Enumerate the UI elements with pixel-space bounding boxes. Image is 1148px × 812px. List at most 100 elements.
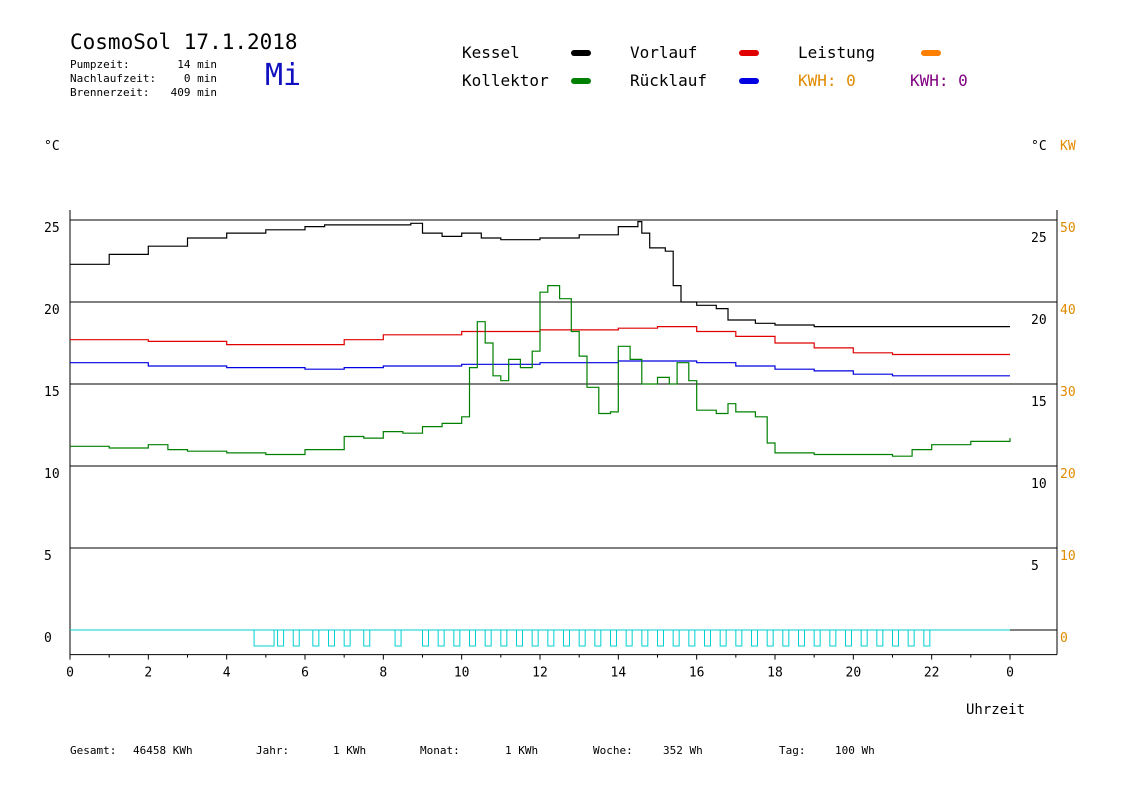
x-tick-label: 8 bbox=[379, 666, 387, 681]
pump-pulse bbox=[672, 629, 680, 647]
pump-pulse bbox=[610, 629, 617, 647]
pump-pulse bbox=[907, 629, 915, 647]
right-y-tick-label: 20 bbox=[1031, 313, 1047, 328]
pump-pulse bbox=[578, 629, 586, 647]
pump-pulse bbox=[594, 629, 602, 647]
x-tick-label: 18 bbox=[767, 666, 783, 681]
x-tick-label: 0 bbox=[1006, 666, 1014, 681]
pump-pulse bbox=[829, 629, 837, 647]
right-y-tick-label: 5 bbox=[1031, 559, 1039, 574]
footer-tag-label: Tag: bbox=[779, 744, 806, 757]
left-unit: °C bbox=[44, 139, 60, 154]
pump-pulse bbox=[394, 629, 402, 647]
series-line-kessel bbox=[70, 221, 1010, 328]
pump-pulse bbox=[813, 629, 821, 647]
nachlaufzeit-value: 0 min bbox=[183, 72, 217, 85]
chart-title: CosmoSol 17.1.2018 bbox=[70, 30, 298, 54]
kw-tick-label: 30 bbox=[1060, 385, 1076, 400]
y-tick-label: 15 bbox=[44, 385, 60, 400]
x-tick-label: 0 bbox=[66, 666, 74, 681]
right-kw-unit: KW bbox=[1060, 139, 1076, 154]
pump-pulse bbox=[751, 629, 758, 647]
legend-kessel-swatch bbox=[571, 50, 591, 56]
pump-pulse bbox=[343, 629, 351, 647]
pump-pulse bbox=[500, 629, 508, 647]
brennerzeit-label: Brennerzeit: bbox=[70, 86, 150, 99]
pump-pulse bbox=[845, 629, 852, 647]
pump-pulse bbox=[563, 629, 570, 647]
pump-pulse bbox=[719, 629, 727, 647]
legend-vorlauf-label: Vorlauf bbox=[630, 43, 698, 62]
y-tick-label: 10 bbox=[44, 467, 60, 482]
x-tick-label: 4 bbox=[223, 666, 231, 681]
legend-kollektor-swatch bbox=[571, 78, 591, 84]
pump-pulse bbox=[547, 629, 555, 647]
pumpzeit-label: Pumpzeit: bbox=[70, 58, 130, 71]
pump-pulse bbox=[516, 629, 523, 647]
kw-tick-label: 10 bbox=[1060, 549, 1076, 564]
pump-pulse bbox=[735, 629, 743, 647]
x-tick-label: 2 bbox=[144, 666, 152, 681]
footer-gesamt-value: 46458 KWh bbox=[133, 744, 193, 757]
pump-pulse bbox=[657, 629, 664, 647]
pump-pulse bbox=[312, 629, 320, 647]
pump-pulse bbox=[860, 629, 868, 647]
footer-jahr-label: Jahr: bbox=[256, 744, 290, 757]
pump-pulse bbox=[688, 629, 696, 647]
right-y-tick-label: 15 bbox=[1031, 395, 1047, 410]
legend-leistung-label: Leistung bbox=[798, 43, 876, 62]
y-tick-label: 5 bbox=[44, 549, 52, 564]
pump-pulse bbox=[766, 629, 774, 647]
right-unit: °C bbox=[1031, 139, 1047, 154]
pump-pulse bbox=[782, 629, 790, 647]
pump-pulse bbox=[892, 629, 899, 647]
y-tick-label: 20 bbox=[44, 303, 60, 318]
series-line-kollektor bbox=[70, 285, 1011, 457]
x-tick-label: 14 bbox=[611, 666, 627, 681]
y-tick-label: 0 bbox=[44, 631, 52, 646]
nachlaufzeit-label: Nachlaufzeit: bbox=[70, 72, 157, 85]
x-tick-label: 16 bbox=[689, 666, 705, 681]
pump-pulse bbox=[292, 629, 300, 647]
x-axis-label: Uhrzeit bbox=[966, 702, 1026, 718]
right-y-tick-label: 10 bbox=[1031, 477, 1047, 492]
footer-tag-value: 100 Wh bbox=[835, 744, 875, 757]
x-tick-label: 20 bbox=[846, 666, 862, 681]
pump-pulse bbox=[704, 629, 711, 647]
pump-pulse bbox=[876, 629, 884, 647]
pump-pulse bbox=[641, 629, 649, 647]
pumpzeit-value: 14 min bbox=[177, 58, 217, 71]
kw-tick-label: 20 bbox=[1060, 467, 1076, 482]
footer-monat-label: Monat: bbox=[420, 744, 460, 757]
pump-pulse bbox=[798, 629, 805, 647]
brennerzeit-value: 409 min bbox=[170, 86, 217, 99]
series-line-ruecklauf bbox=[70, 360, 1010, 377]
legend-kessel-label: Kessel bbox=[462, 43, 520, 62]
right-y-tick-label: 25 bbox=[1031, 231, 1047, 246]
legend-ruecklauf-label: Rücklauf bbox=[630, 71, 708, 90]
pump-pulse bbox=[453, 629, 461, 647]
pump-pulse bbox=[531, 629, 539, 647]
pump-pulse bbox=[363, 629, 371, 647]
kwh-orange: KWH: 0 bbox=[798, 71, 856, 90]
pump-pulse bbox=[422, 629, 429, 647]
x-tick-label: 10 bbox=[454, 666, 470, 681]
footer-monat-value: 1 KWh bbox=[505, 744, 539, 757]
y-tick-label: 25 bbox=[44, 221, 60, 236]
pump-pulse bbox=[484, 629, 492, 647]
legend-vorlauf-swatch bbox=[739, 50, 759, 56]
pump-pulse bbox=[437, 629, 445, 647]
kw-tick-label: 50 bbox=[1060, 221, 1076, 236]
x-tick-label: 12 bbox=[532, 666, 548, 681]
legend-leistung-swatch bbox=[921, 50, 941, 56]
series-line-vorlauf bbox=[70, 326, 1010, 356]
x-tick-label: 22 bbox=[924, 666, 940, 681]
x-tick-label: 6 bbox=[301, 666, 309, 681]
kwh-purple: KWH: 0 bbox=[910, 71, 968, 90]
pump-pulse bbox=[625, 629, 633, 647]
footer-gesamt-label: Gesamt: bbox=[70, 744, 117, 757]
footer-woche-label: Woche: bbox=[593, 744, 633, 757]
pump-pulse bbox=[923, 629, 931, 647]
footer-woche-value: 352 Wh bbox=[663, 744, 703, 757]
